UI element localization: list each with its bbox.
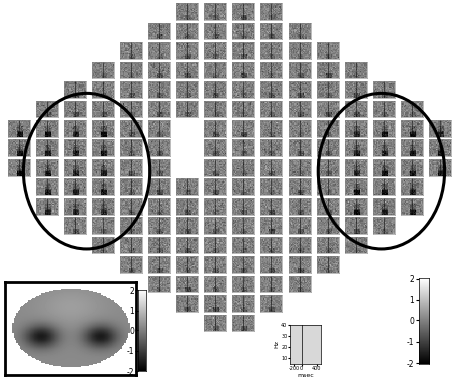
Y-axis label: Hz: Hz [275,340,280,348]
X-axis label: msec: msec [297,373,314,378]
